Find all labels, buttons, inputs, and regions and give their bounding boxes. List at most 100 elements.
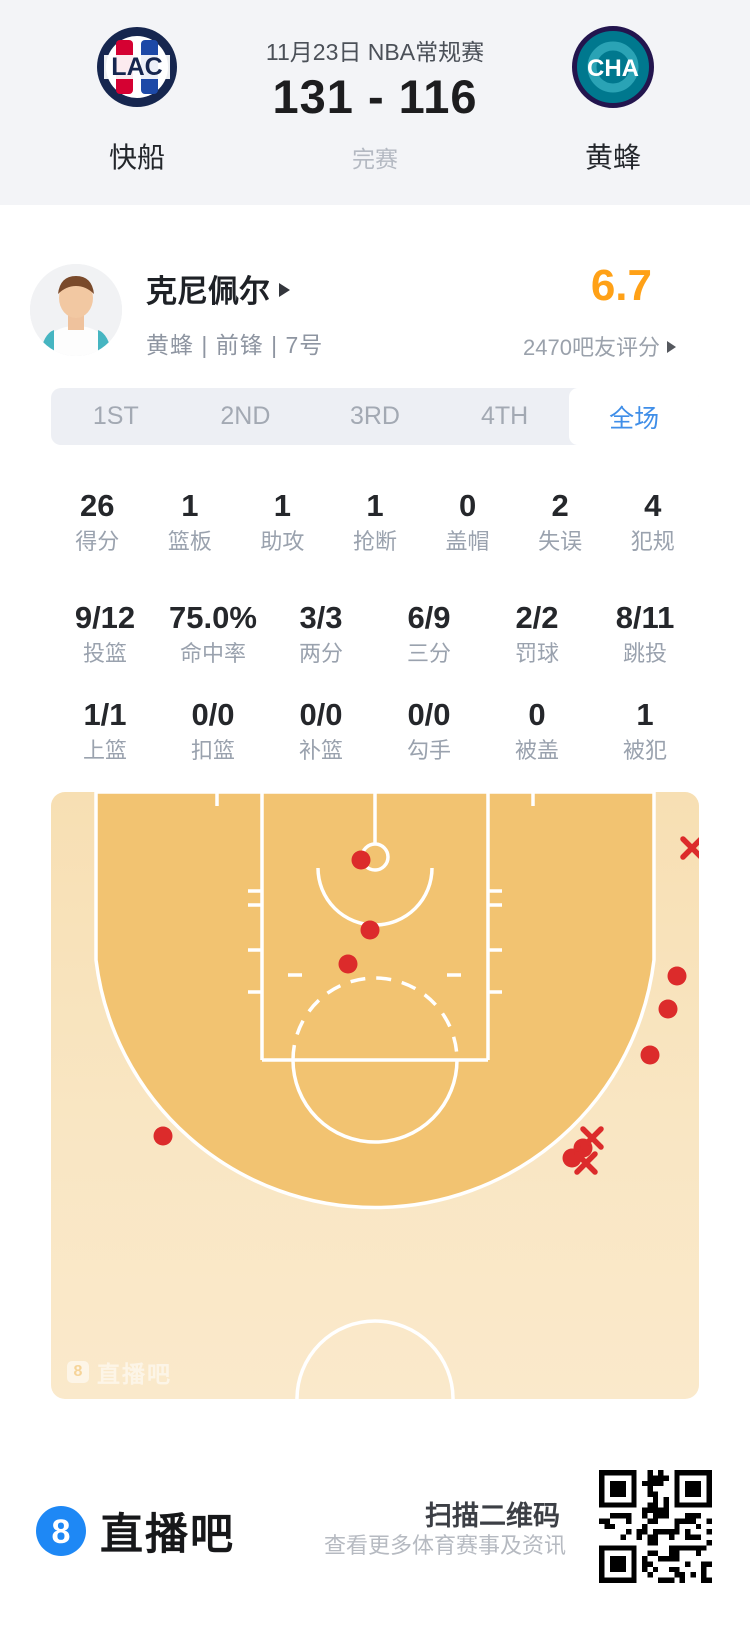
stat-label: 助攻 [260,529,305,554]
player-avatar[interactable] [30,264,122,356]
stat-label: 上篮 [82,738,127,763]
stat-value: 1 [366,488,384,523]
stat-label: 补篮 [298,738,343,763]
stat-value: 2 [551,488,569,523]
stats-row-2: 9/12 投篮 75.0% 命中率 3/3 两分 6/9 三分 2/2 罚球 8/11 跳投 [51,601,699,666]
stat-value: 4 [644,488,662,523]
stats-row-3: 1/1 上篮 0/0 扣篮 0/0 补篮 0/0 勾手 0 被盖 1 被犯 [51,698,699,763]
match-date: 11月23日 NBA常规赛 [265,39,485,65]
player-name: 克尼佩尔 [146,274,270,309]
team-away-logo: CHA [572,26,654,108]
brand-8-icon: 8 [36,1506,86,1556]
stat-value: 2/2 [515,600,559,635]
player-rating-note[interactable]: 2470吧友评分 [523,330,676,362]
tab-4th[interactable]: 4TH [480,402,529,430]
stat-cell: 3/3 两分 [267,601,375,666]
stat-label: 得分 [75,529,120,554]
watermark-icon: 8 [67,1361,89,1383]
team-home-logo: LAC [96,26,178,108]
stat-value: 1 [181,488,199,523]
stat-cell: 0/0 扣篮 [159,698,267,763]
stat-label: 篮板 [167,529,212,554]
shot-made-marker [667,966,687,986]
stat-label: 投篮 [82,641,127,666]
stat-value: 9/12 [74,600,136,635]
stat-cell: 0/0 勾手 [375,698,483,763]
stat-value: 8/11 [615,600,675,635]
stat-cell: 6/9 三分 [375,601,483,666]
stat-label: 犯规 [630,529,675,554]
stat-value: 3/3 [299,600,343,635]
team-away-abbr: CHA [587,55,639,82]
match-score: 131 - 116 [272,70,478,123]
shot-missed-marker [680,836,699,860]
stat-value: 1 [636,697,654,732]
stat-value: 0/0 [299,697,343,732]
qr-title: 扫描二维码 [425,1501,560,1531]
stat-value: 0/0 [191,697,235,732]
stat-cell: 0 被盖 [483,698,591,763]
stat-cell: 75.0% 命中率 [159,601,267,666]
stat-label: 罚球 [514,641,559,666]
stat-value: 26 [80,488,115,523]
stat-value: 6/9 [407,600,451,635]
tab-3rd[interactable]: 3RD [349,402,400,430]
caret-right-icon [279,283,290,297]
brand-name: 直播吧 [100,1511,235,1559]
shot-made-marker [658,999,678,1019]
stat-label: 命中率 [179,641,246,666]
tab-1st[interactable]: 1ST [92,402,139,430]
team-home-abbr: LAC [111,53,162,81]
court-watermark: 8 直播吧 [67,1355,172,1389]
stat-cell: 0 盖帽 [421,489,514,554]
stat-value: 0 [458,488,477,523]
team-away[interactable]: CHA 黄蜂 [533,26,693,176]
stat-cell: 2/2 罚球 [483,601,591,666]
stat-cell: 1/1 上篮 [51,698,159,763]
stat-cell: 26 得分 [51,489,144,554]
stats-row-1: 26 得分 1 篮板 1 助攻 1 抢断 0 盖帽 2 失误 4 犯规 [51,489,699,554]
stat-label: 三分 [406,641,451,666]
stat-value: 0 [528,697,546,732]
stat-cell: 1 抢断 [329,489,422,554]
court-lines [215,792,535,1399]
stat-value: 75.0% [169,600,257,635]
court-svg [94,792,699,1399]
player-name-row[interactable]: 克尼佩尔 [146,266,290,311]
shot-made-marker [153,1126,173,1146]
shot-missed-marker [580,1126,604,1150]
tab-全场[interactable]: 全场 [569,388,699,445]
caret-right-small-icon [667,341,676,353]
stat-cell: 9/12 投篮 [51,601,159,666]
stat-cell: 8/11 跳投 [591,601,699,666]
stat-cell: 0/0 补篮 [267,698,375,763]
watermark-text: 直播吧 [97,1361,172,1387]
svg-text:8: 8 [52,1513,71,1551]
qr-subtitle: 查看更多体育赛事及资讯 [323,1533,566,1558]
footer-brand[interactable]: 8 直播吧 [36,1500,235,1562]
stat-label: 失误 [538,529,583,554]
stat-cell: 4 犯规 [606,489,699,554]
stat-label: 跳投 [622,641,667,666]
stat-value: 1 [273,488,292,523]
shot-chart-court: 8 直播吧 [51,792,699,1399]
match-status: 完赛 [352,146,398,172]
team-home[interactable]: LAC 快船 [57,26,217,176]
stat-label: 两分 [298,641,343,666]
stat-label: 抢断 [352,529,397,554]
player-rating: 6.7 [590,261,652,310]
stat-cell: 1 篮板 [144,489,237,554]
stat-cell: 2 失误 [514,489,607,554]
stat-label: 被犯 [622,738,667,763]
three-point-line [94,792,656,1210]
qr-code [599,1470,712,1583]
shot-made-marker [338,954,358,974]
match-header: 11月23日 NBA常规赛 131 - 116 完赛 LAC 快船 CHA 黄蜂 [0,0,750,205]
shot-made-marker [351,850,371,870]
shot-missed-marker [574,1151,598,1175]
stat-cell: 1 助攻 [236,489,329,554]
tab-2nd[interactable]: 2ND [220,402,271,430]
rating-note-text: 2470吧友评分 [523,335,660,360]
stat-label: 被盖 [514,738,559,763]
tab-bar: 1ST 2ND 3RD 4TH 全场 [51,388,699,445]
